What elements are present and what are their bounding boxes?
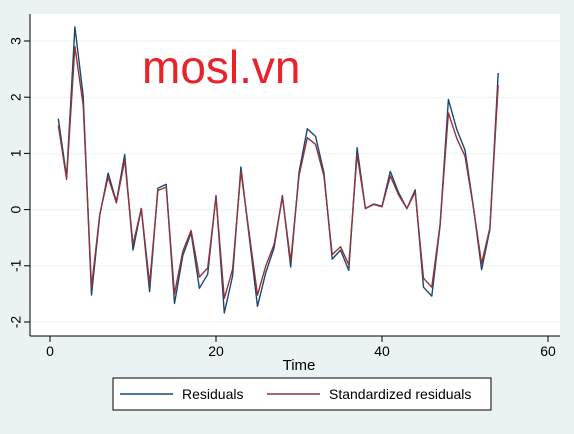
x-tick-label: 40 [374,343,390,359]
axis-layer: -2 -1 0 1 2 3 0 20 40 60 [8,14,560,359]
x-tick-label: 20 [208,343,224,359]
y-tick-label: -1 [8,259,24,272]
y-tick-label: 3 [8,37,24,45]
watermark: mosl.vn [142,41,300,93]
x-tick-label: 60 [540,343,556,359]
legend: Residuals Standardized residuals [112,377,492,411]
series-line-standardized-residuals [57,45,499,300]
legend-label-residuals: Residuals [182,386,243,402]
y-tick-label: 1 [8,149,24,157]
y-tick-label: 0 [8,205,24,213]
y-tick-label: -2 [8,316,24,329]
series-layer [57,26,499,314]
x-axis-label: Time [283,357,316,374]
x-tick-label: 0 [46,343,54,359]
grid-layer [30,40,560,323]
legend-label-standardized: Standardized residuals [329,386,471,402]
plot-area [30,14,560,336]
y-tick-label: 2 [8,93,24,101]
